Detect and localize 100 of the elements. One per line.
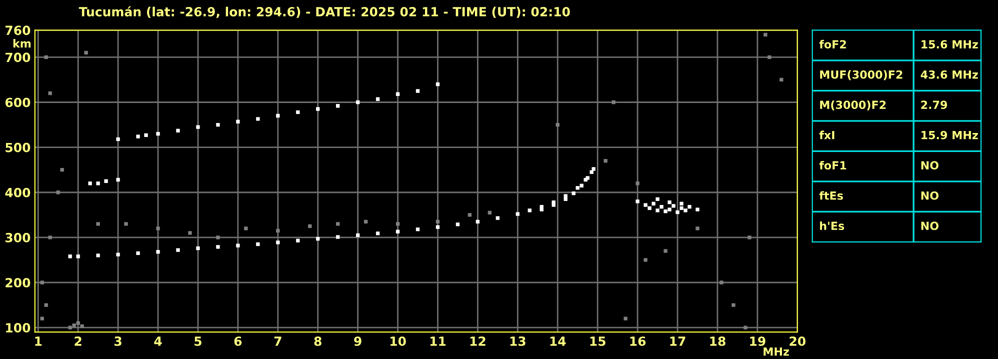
point [236, 244, 240, 248]
point [84, 50, 88, 55]
point [644, 258, 648, 262]
y-tick-label: 600 [5, 98, 30, 108]
point [668, 200, 672, 204]
x-tick-label: 18 [710, 336, 726, 346]
point [636, 200, 640, 204]
point [436, 225, 440, 229]
point [80, 324, 84, 328]
text: NO [921, 222, 938, 230]
point [188, 231, 192, 235]
point [732, 303, 736, 307]
point [456, 222, 460, 226]
chart-title: Tucumán (lat: -26.9, lon: 294.6) - DATE: 2025 02 11 - TIME (UT): 02:10 [78, 6, 570, 18]
point [688, 204, 692, 209]
point [104, 179, 108, 183]
text: 15.6 MHz [922, 40, 978, 49]
point [564, 197, 568, 201]
point [156, 250, 160, 254]
point [156, 226, 160, 230]
point [552, 203, 556, 207]
point [780, 78, 784, 82]
point [592, 167, 596, 171]
point [364, 220, 368, 224]
point [656, 208, 660, 212]
point [416, 227, 420, 232]
point [580, 184, 584, 188]
text: NO [921, 191, 938, 200]
point [256, 242, 260, 246]
point [308, 224, 312, 228]
point [136, 251, 140, 256]
point [44, 303, 48, 307]
point [236, 120, 240, 124]
y-tick-label: 100 [6, 323, 30, 332]
point [576, 186, 580, 190]
point [540, 208, 544, 212]
point [116, 178, 120, 182]
point [216, 122, 220, 127]
point [144, 133, 148, 137]
point [44, 55, 48, 60]
point [660, 204, 664, 209]
point [496, 216, 500, 220]
point [436, 82, 440, 86]
x-tick-label: 17 [670, 336, 686, 346]
text: fxI [819, 130, 834, 140]
point [572, 191, 576, 196]
x-tick-label: 5 [194, 336, 202, 346]
point [436, 220, 440, 224]
x-tick-label: 9 [354, 336, 362, 346]
point [564, 194, 568, 198]
point [96, 254, 100, 258]
y-tick-label: 300 [6, 232, 30, 242]
point [244, 226, 248, 230]
text: ftEs [819, 191, 843, 200]
point [68, 326, 72, 330]
point [72, 323, 76, 328]
point [636, 182, 640, 186]
point [316, 236, 320, 241]
point [176, 128, 180, 132]
point [516, 212, 520, 216]
point [604, 159, 608, 163]
y-tick-label: 500 [6, 142, 30, 152]
y-tick-label: 760 [6, 26, 30, 36]
point [396, 92, 400, 96]
point [696, 226, 700, 230]
point [488, 210, 492, 214]
text: 2.79 [921, 100, 948, 110]
x-axis-title: MHz [764, 348, 789, 356]
point [88, 182, 92, 186]
point [416, 89, 420, 93]
point [744, 326, 748, 330]
point [664, 249, 668, 253]
point [60, 168, 64, 172]
point [696, 208, 700, 212]
y-tick-label: 400 [5, 188, 30, 198]
x-tick-label: 14 [550, 336, 566, 346]
point [356, 100, 360, 104]
point [76, 254, 80, 258]
point [476, 220, 480, 224]
point [216, 236, 220, 240]
text: h'Es [820, 221, 844, 230]
point [196, 246, 200, 250]
x-tick-label: 6 [234, 336, 242, 346]
x-tick-label: 2 [74, 336, 82, 346]
point [468, 213, 472, 217]
text: M(3000)F2 [820, 100, 886, 110]
point [336, 235, 340, 239]
point [296, 110, 300, 114]
text: 43.6 MHz [920, 70, 978, 79]
point [116, 252, 120, 256]
point [680, 206, 684, 210]
point [276, 240, 280, 244]
y-tick-label: 700 [6, 52, 30, 62]
point [196, 125, 200, 129]
point [96, 222, 100, 226]
point [624, 316, 628, 320]
point [124, 222, 128, 226]
text: foF1 [819, 160, 846, 170]
x-tick-label: 13 [510, 336, 526, 346]
point [764, 32, 768, 36]
